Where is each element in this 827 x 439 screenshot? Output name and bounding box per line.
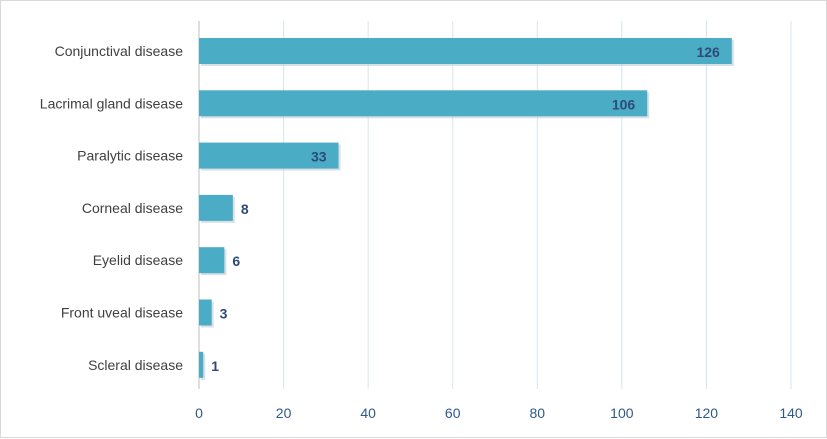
- x-tick-label: 80: [529, 405, 545, 421]
- x-tick-label: 100: [610, 405, 634, 421]
- category-label: Corneal disease: [82, 200, 183, 216]
- category-label: Front uveal disease: [61, 305, 183, 321]
- data-label: 33: [311, 149, 327, 165]
- bar: [199, 194, 233, 221]
- bar: [199, 351, 204, 378]
- bar: [199, 247, 225, 274]
- x-tick-label: 20: [276, 405, 292, 421]
- data-label: 3: [220, 306, 228, 322]
- bar: [199, 299, 212, 326]
- x-tick-label: 60: [445, 405, 461, 421]
- data-label: 1: [211, 358, 219, 374]
- category-label: Paralytic disease: [77, 148, 183, 164]
- x-tick-label: 120: [695, 405, 719, 421]
- x-tick-label: 140: [779, 405, 803, 421]
- bar: [199, 38, 732, 64]
- bar: [199, 90, 648, 117]
- bar: [199, 142, 339, 169]
- category-label: Conjunctival disease: [55, 43, 184, 59]
- data-label: 106: [612, 96, 636, 112]
- x-tick-label: 40: [360, 405, 376, 421]
- data-label: 8: [241, 201, 249, 217]
- category-label: Eyelid disease: [93, 252, 183, 268]
- x-tick-label: 0: [195, 405, 203, 421]
- category-label: Lacrimal gland disease: [40, 95, 183, 111]
- category-label: Scleral disease: [88, 357, 183, 373]
- data-label: 6: [232, 253, 240, 269]
- data-label: 126: [696, 44, 720, 60]
